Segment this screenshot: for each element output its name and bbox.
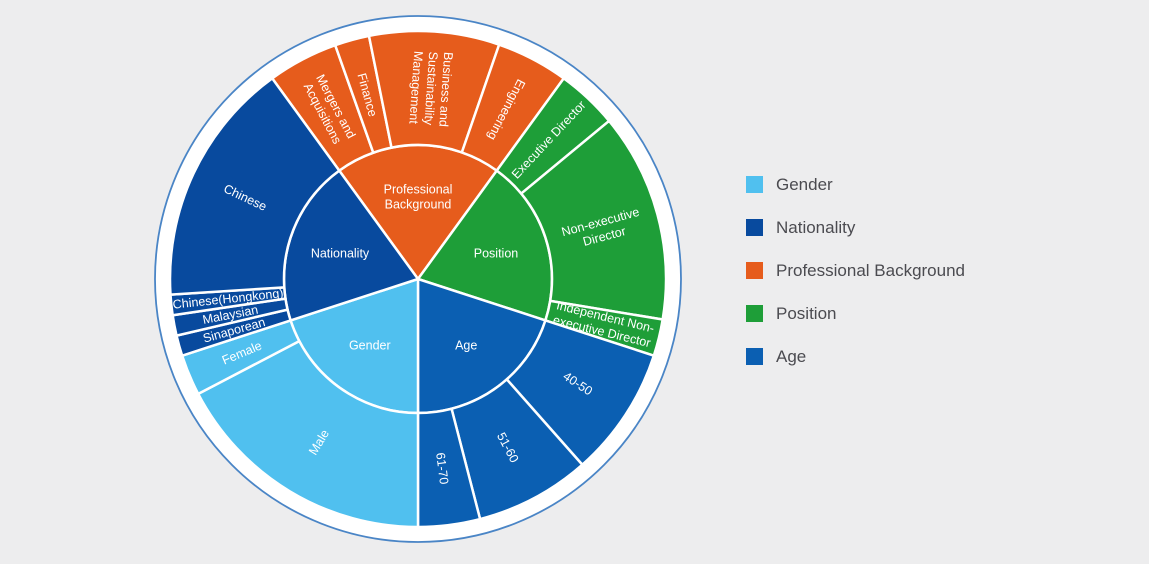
sunburst-segment-non-executive-director[interactable]: [520, 119, 668, 321]
sunburst-label-professional-background: Professional Background: [384, 183, 453, 212]
sunburst-label-61-70: 61-70: [433, 452, 451, 486]
legend-swatch-gender: [746, 176, 763, 193]
legend-item-nationality[interactable]: Nationality: [746, 219, 965, 236]
sunburst-label-nationality: Nationality: [311, 247, 370, 261]
sunburst-label-position: Position: [474, 247, 519, 261]
sunburst-label-business-and-sustainability-management: Business andSustainabilityManagement: [406, 50, 455, 128]
legend-label-nationality: Nationality: [776, 218, 856, 237]
legend-item-professional-background[interactable]: Professional Background: [746, 262, 965, 279]
legend-label-gender: Gender: [776, 175, 833, 194]
legend: Gender Nationality Professional Backgrou…: [746, 176, 965, 391]
legend-item-position[interactable]: Position: [746, 305, 965, 322]
legend-swatch-professional-background: [746, 262, 763, 279]
legend-label-position: Position: [776, 304, 837, 323]
sunburst-chart: Professional Background Mergers andAcquisi…: [154, 15, 682, 543]
legend-swatch-position: [746, 305, 763, 322]
sunburst-label-age: Age: [455, 338, 477, 352]
legend-swatch-age: [746, 348, 763, 365]
legend-label-age: Age: [776, 347, 807, 366]
sunburst-label-gender: Gender: [349, 338, 391, 352]
legend-item-gender[interactable]: Gender: [746, 176, 965, 193]
legend-swatch-nationality: [746, 219, 763, 236]
legend-label-professional-background: Professional Background: [776, 261, 966, 280]
sunburst-segment-male[interactable]: [196, 339, 420, 529]
legend-item-age[interactable]: Age: [746, 348, 965, 365]
sunburst-segment-chinese[interactable]: [168, 77, 341, 296]
